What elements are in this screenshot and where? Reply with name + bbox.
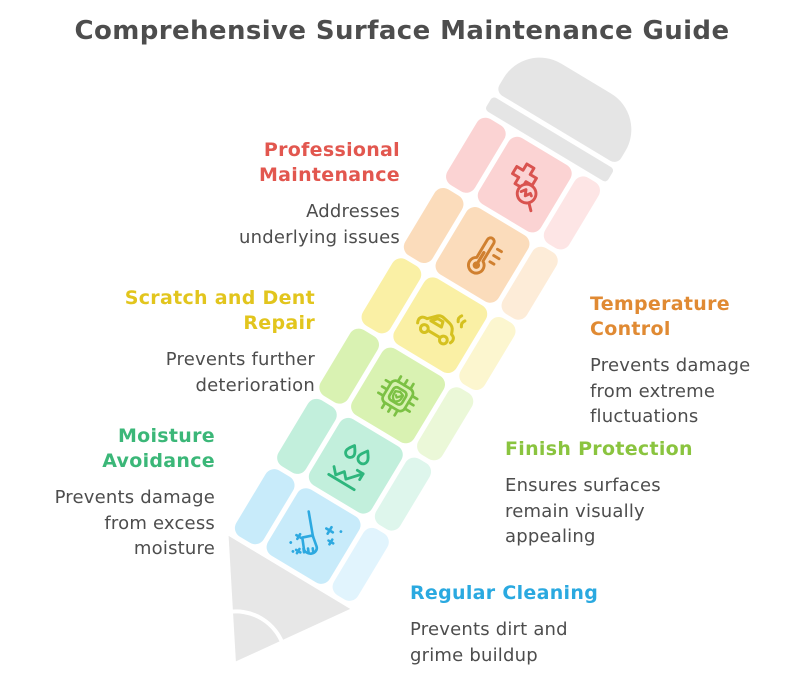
label-block-finish-protection: Finish Protection Ensures surfaces remai…: [505, 437, 720, 550]
segment-description: Ensures surfaces remain visually appeali…: [505, 475, 661, 548]
segment-label: Regular Cleaning: [410, 582, 599, 604]
segment-description: Addresses underlying issues: [239, 201, 400, 248]
thermometer-icon: [448, 221, 517, 290]
segment-label: Finish Protection: [505, 438, 693, 460]
segment-cell: [305, 414, 407, 518]
segment-cell: [347, 343, 449, 448]
chip-shield-icon: [364, 361, 433, 430]
segment-label: Professional Maintenance: [258, 139, 400, 187]
broom-icon: [278, 500, 349, 571]
segment-description: Prevents damage from extreme fluctuation…: [590, 355, 751, 428]
pencil-segment-regular-cleaning: [231, 465, 393, 605]
label-block-professional-maintenance: Professional Maintenance Addresses under…: [150, 138, 400, 250]
pencil-segment-professional-maintenance: [442, 113, 604, 254]
segment-description: Prevents damage from excess moisture: [54, 487, 215, 560]
segment-cell: [431, 203, 534, 307]
pencil-segment-finish-protection: [315, 324, 478, 464]
car-repair-icon: [405, 289, 476, 360]
pencil-segment-scratch-and-dent-repair: [357, 254, 520, 394]
water-repel-icon: [321, 431, 390, 500]
segment-label: Moisture Avoidance: [102, 425, 215, 473]
pencil-segment-moisture-avoidance: [273, 395, 435, 535]
label-block-regular-cleaning: Regular Cleaning Prevents dirt and grime…: [410, 581, 635, 668]
segment-label: Scratch and Dent Repair: [124, 287, 315, 335]
segment-cell: [262, 484, 365, 588]
pencil-diagram: [175, 41, 647, 682]
page-title: Comprehensive Surface Maintenance Guide: [74, 16, 730, 46]
label-block-moisture-avoidance: Moisture Avoidance Prevents damage from …: [15, 424, 215, 562]
diagnosis-magnifier-icon: [490, 150, 559, 219]
label-block-scratch-and-dent-repair: Scratch and Dent Repair Prevents further…: [65, 286, 315, 398]
segment-cell: [389, 273, 491, 377]
segment-label: Temperature Control: [590, 293, 730, 341]
segment-description: Prevents further deterioration: [165, 349, 315, 396]
label-block-temperature-control: Temperature Control Prevents damage from…: [590, 292, 795, 430]
segment-cell: [474, 133, 576, 237]
segment-description: Prevents dirt and grime buildup: [410, 619, 568, 666]
pencil-segment-temperature-control: [400, 184, 562, 324]
pencil-tip: [175, 535, 351, 682]
